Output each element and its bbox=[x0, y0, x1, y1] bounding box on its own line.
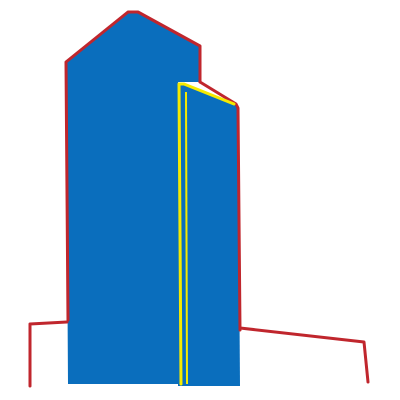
tower-main-body bbox=[66, 12, 200, 384]
tower-side-outline bbox=[198, 80, 242, 332]
ground-line-right bbox=[238, 326, 370, 384]
accent-edge bbox=[177, 82, 236, 386]
tower-side-body bbox=[177, 82, 240, 386]
tower-main-outline bbox=[64, 10, 202, 322]
ground-line-left bbox=[28, 320, 69, 388]
accent-inner-line bbox=[185, 91, 188, 385]
